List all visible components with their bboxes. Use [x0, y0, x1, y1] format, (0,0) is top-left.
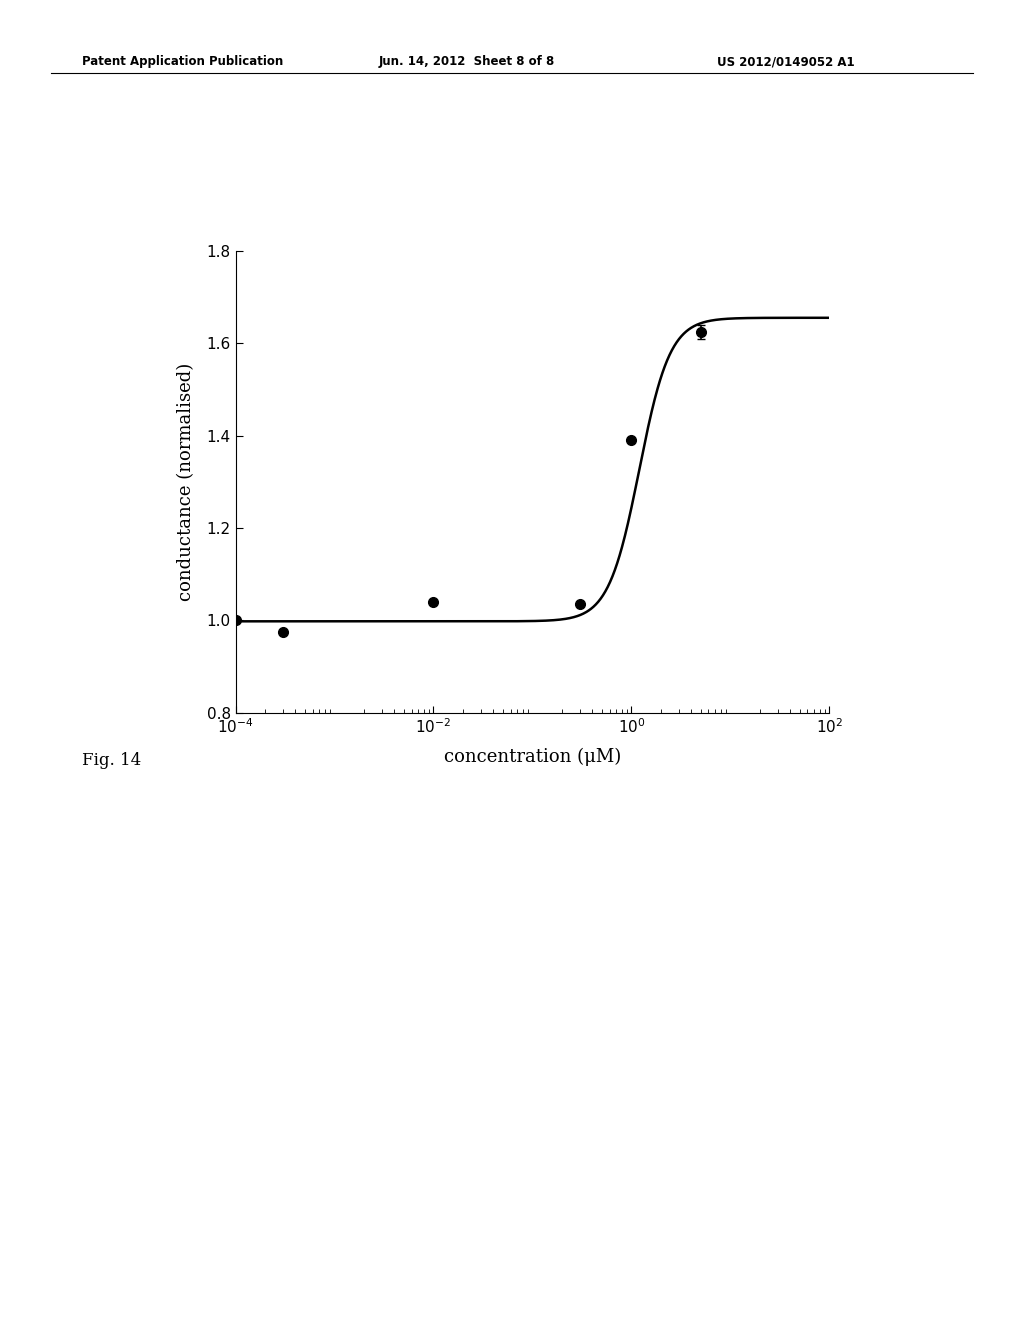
Text: Patent Application Publication: Patent Application Publication — [82, 55, 284, 69]
Y-axis label: conductance (normalised): conductance (normalised) — [177, 363, 196, 601]
X-axis label: concentration (μM): concentration (μM) — [443, 747, 622, 766]
Text: Fig. 14: Fig. 14 — [82, 752, 141, 770]
Text: Jun. 14, 2012  Sheet 8 of 8: Jun. 14, 2012 Sheet 8 of 8 — [379, 55, 555, 69]
Text: US 2012/0149052 A1: US 2012/0149052 A1 — [717, 55, 854, 69]
